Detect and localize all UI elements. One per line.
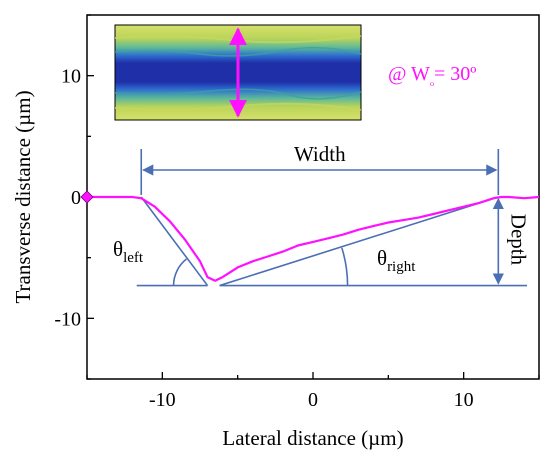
condition-label: @ Wₒ= 30º bbox=[388, 63, 476, 89]
y-tick-label: 0 bbox=[71, 187, 81, 209]
series-point-start bbox=[80, 190, 94, 204]
theta-left-sub: left bbox=[123, 250, 144, 266]
y-axis-label: Transverse distance (µm) bbox=[11, 90, 35, 303]
condition-value: = 30º bbox=[434, 63, 476, 85]
x-tick-label: 10 bbox=[454, 389, 474, 411]
x-axis-label: Lateral distance (µm) bbox=[222, 426, 403, 450]
y-tick-label: 10 bbox=[61, 66, 81, 88]
axes-group: -10 0 10 10 0 -10 bbox=[54, 14, 540, 411]
condition-prefix: @ W bbox=[388, 63, 430, 85]
x-tick-label: 0 bbox=[308, 389, 318, 411]
series-line bbox=[87, 195, 540, 282]
y-tick-label: -10 bbox=[54, 308, 81, 330]
theta-right-symbol: θ bbox=[377, 246, 387, 270]
theta-left-label: θleft bbox=[113, 237, 144, 266]
condition-sub: ₒ bbox=[430, 74, 434, 89]
x-tick-label: -10 bbox=[149, 389, 176, 411]
theta-right-sub: right bbox=[387, 259, 416, 275]
theta-left-symbol: θ bbox=[113, 237, 123, 261]
left-angle-arc bbox=[172, 258, 187, 286]
right-slope-line bbox=[219, 196, 499, 287]
right-angle-arc bbox=[341, 247, 349, 286]
theta-right-label: θright bbox=[377, 246, 416, 275]
depth-label: Depth bbox=[506, 214, 530, 266]
width-label: Width bbox=[294, 142, 346, 166]
inset-micrograph bbox=[114, 24, 362, 121]
series-group bbox=[80, 190, 540, 282]
left-wall-line bbox=[140, 196, 209, 287]
